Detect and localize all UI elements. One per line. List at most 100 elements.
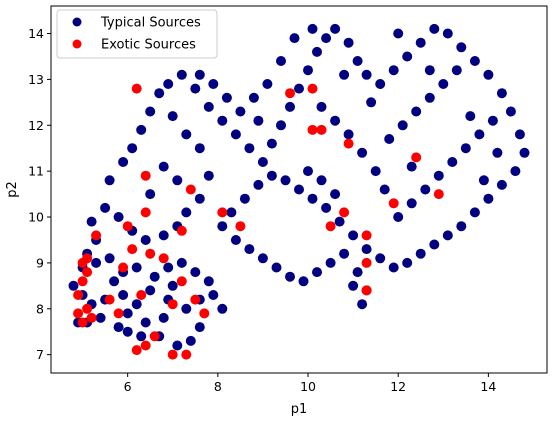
data-point [149, 331, 160, 342]
data-point [325, 257, 336, 268]
data-point [352, 267, 363, 278]
data-point [307, 124, 318, 135]
data-point [91, 257, 102, 268]
data-point [393, 28, 404, 39]
data-point [402, 257, 413, 268]
data-point [339, 69, 350, 80]
data-point [294, 83, 304, 94]
data-point [190, 83, 201, 94]
data-point [140, 207, 151, 218]
data-point [181, 207, 192, 218]
data-point [276, 56, 286, 66]
data-point [483, 69, 494, 80]
y-tick-label: 10 [28, 210, 44, 225]
data-point [334, 216, 345, 227]
data-point [266, 138, 277, 149]
data-point [190, 294, 201, 305]
data-point [239, 193, 250, 204]
x-tick-label: 10 [300, 379, 316, 394]
data-point [235, 221, 246, 232]
data-point [433, 189, 444, 200]
legend-label-typical: Typical Sources [100, 16, 201, 31]
data-point [285, 271, 295, 282]
data-point [217, 303, 228, 314]
legend: Typical Sources Exotic Sources [56, 9, 218, 59]
data-point [276, 120, 286, 131]
data-point [82, 267, 93, 278]
data-point [176, 225, 187, 236]
data-point [325, 221, 336, 232]
data-point [230, 235, 241, 245]
y-tick-label: 13 [28, 72, 44, 87]
data-point [312, 46, 322, 57]
data-point [406, 161, 417, 172]
y-tick-label: 12 [28, 118, 44, 133]
data-point [131, 299, 142, 310]
data-point [221, 92, 232, 103]
data-point [519, 147, 530, 158]
data-point [330, 189, 341, 200]
data-point [131, 83, 142, 94]
data-point [104, 253, 115, 264]
data-point [330, 115, 341, 126]
data-point [208, 290, 219, 300]
data-point [190, 267, 201, 278]
data-point [140, 235, 151, 245]
data-point [257, 253, 268, 264]
data-point [442, 28, 453, 39]
y-tick-label: 9 [36, 255, 44, 270]
data-point [303, 65, 313, 76]
data-point [118, 157, 129, 167]
data-point [248, 92, 259, 103]
data-point [136, 124, 147, 135]
data-point [465, 111, 476, 122]
data-point [375, 253, 386, 264]
data-point [230, 129, 241, 140]
data-point [167, 280, 178, 291]
data-point [203, 101, 214, 112]
data-point [316, 124, 327, 135]
data-point [294, 184, 304, 195]
data-point [172, 175, 183, 186]
data-point [86, 216, 97, 227]
data-point [113, 308, 124, 319]
data-point [478, 175, 489, 186]
x-tick-label: 12 [390, 379, 406, 394]
data-point [388, 262, 399, 273]
data-point [316, 101, 327, 112]
data-point [194, 322, 205, 333]
data-point [131, 262, 142, 273]
data-point [307, 193, 318, 204]
data-point [203, 276, 214, 287]
data-point [397, 120, 408, 131]
data-point [244, 143, 255, 154]
data-point [136, 290, 147, 300]
y-axis-label: p2 [5, 181, 20, 198]
data-point [194, 69, 205, 80]
data-point [113, 212, 124, 222]
data-point [496, 179, 507, 190]
data-point [339, 248, 350, 259]
data-point [203, 170, 214, 181]
data-point [176, 276, 187, 287]
data-point [361, 69, 372, 80]
data-point [217, 207, 228, 218]
data-point [447, 157, 458, 167]
data-point [86, 312, 97, 323]
data-point [140, 170, 151, 181]
data-point [185, 184, 196, 195]
data-point [442, 230, 453, 241]
data-point [438, 79, 449, 89]
x-axis-label: p1 [291, 402, 308, 417]
legend-marker-typical [72, 17, 82, 27]
data-point [352, 56, 363, 66]
data-point [357, 147, 368, 158]
data-point [496, 88, 507, 99]
data-point [181, 349, 192, 360]
data-point [411, 106, 422, 117]
data-point [158, 253, 169, 264]
data-point [487, 115, 498, 126]
data-point [244, 244, 255, 255]
data-point [271, 262, 282, 273]
legend-box [56, 9, 218, 59]
